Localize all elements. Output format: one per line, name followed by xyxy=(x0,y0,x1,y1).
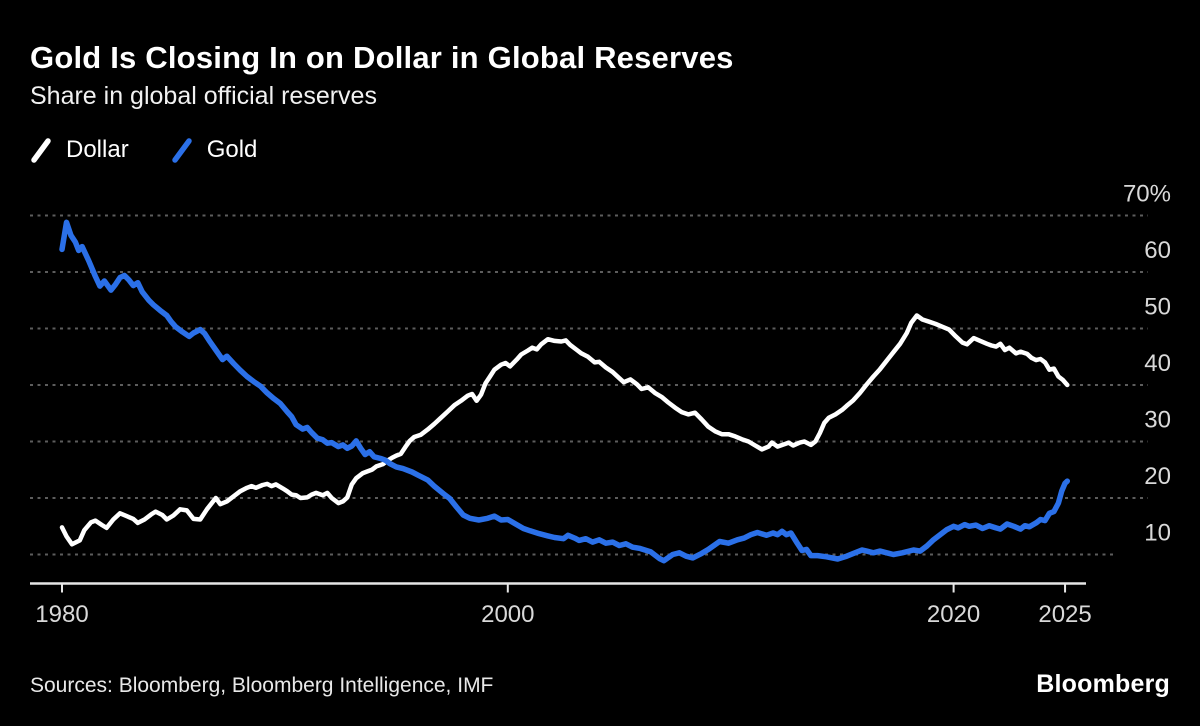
dollar-line-swatch-icon xyxy=(31,137,51,163)
x-axis-label: 2000 xyxy=(481,601,534,628)
footer: Sources: Bloomberg, Bloomberg Intelligen… xyxy=(0,668,1200,708)
bloomberg-logo: Bloomberg xyxy=(1036,670,1170,698)
y-axis-label: 40 xyxy=(1144,350,1171,377)
legend: Dollar Gold xyxy=(30,136,257,164)
legend-item-gold: Gold xyxy=(171,136,258,164)
y-axis-label: 60 xyxy=(1144,237,1171,264)
x-axis-label: 2020 xyxy=(927,601,980,628)
x-axis-label: 2025 xyxy=(1038,601,1091,628)
x-axis-label: 1980 xyxy=(35,601,88,628)
legend-label-gold: Gold xyxy=(206,136,258,163)
legend-item-dollar: Dollar xyxy=(30,136,129,164)
y-axis-label: 10 xyxy=(1144,520,1171,547)
y-axis-label: 50 xyxy=(1144,294,1171,321)
dollar-series-line xyxy=(59,313,1070,547)
y-axis-label: 20 xyxy=(1144,463,1171,490)
gold-series-line xyxy=(59,219,1071,564)
legend-label-dollar: Dollar xyxy=(66,136,129,163)
chart-subtitle: Share in global official reserves xyxy=(30,82,377,110)
y-axis-label: 30 xyxy=(1144,407,1171,434)
y-axis-label: 70% xyxy=(1123,181,1171,208)
gold-line-swatch-icon xyxy=(171,137,192,163)
chart-title: Gold Is Closing In on Dollar in Global R… xyxy=(30,40,734,75)
sources-text: Sources: Bloomberg, Bloomberg Intelligen… xyxy=(30,674,494,697)
